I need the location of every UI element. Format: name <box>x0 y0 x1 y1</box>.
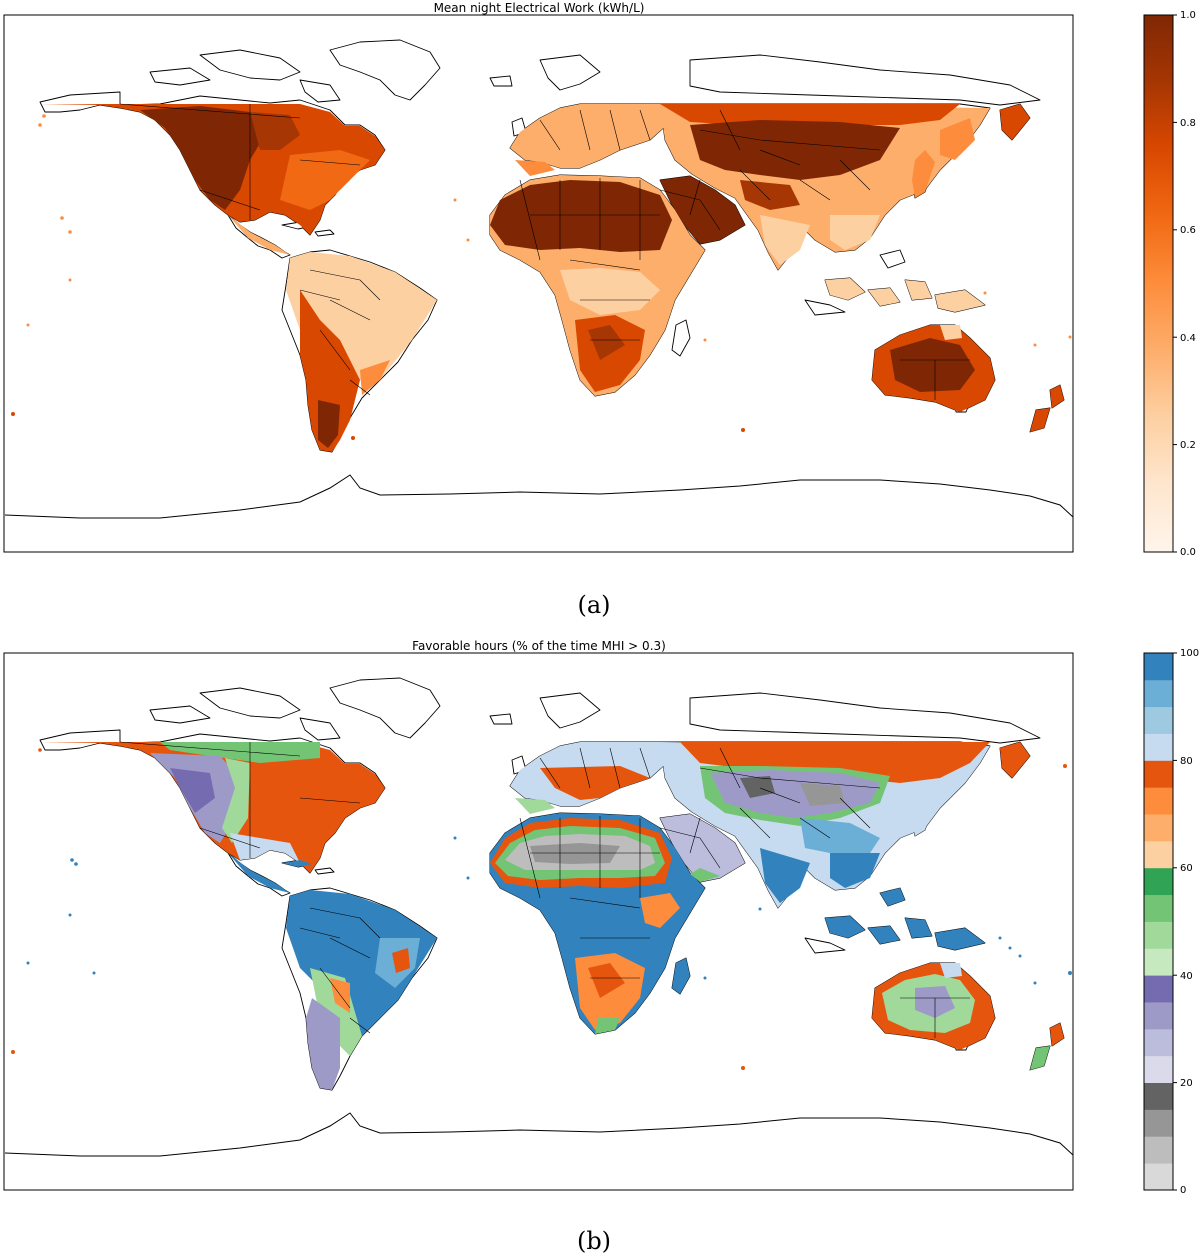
colorbar-a-ticks: 0.0 0.2 0.4 0.6 0.8 1.0 <box>1173 10 1196 558</box>
panel-b-title: Favorable hours (% of the time MHI > 0.3… <box>412 639 666 653</box>
colorbar-band <box>1144 840 1173 869</box>
colorbar-band <box>1144 1082 1173 1110</box>
colorbar-band <box>1144 814 1173 842</box>
colorbar-band <box>1144 921 1173 949</box>
colorbar-band <box>1144 653 1173 681</box>
colorbar-band <box>1144 760 1173 788</box>
panel-a: Mean night Electrical Work (kWh/L) <box>3 1 1196 619</box>
colorbar-b-ticks: 0 20 40 60 80 100 <box>1173 648 1199 1196</box>
colorbar-b-tick: 0 <box>1180 1185 1186 1196</box>
colorbar-a-tick: 0.0 <box>1180 547 1196 558</box>
colorbar-a-tick: 0.8 <box>1180 118 1196 129</box>
colorbar-b-tick: 80 <box>1180 756 1193 767</box>
colorbar-b-tick: 60 <box>1180 863 1193 874</box>
panel-b-map <box>3 652 1074 1191</box>
colorbar-a-tick: 0.4 <box>1180 333 1196 344</box>
panel-a-colorbar: 0.0 0.2 0.4 0.6 0.8 1.0 <box>1143 10 1196 558</box>
colorbar-band <box>1144 1002 1173 1030</box>
colorbar-band <box>1144 1028 1173 1057</box>
colorbar-band <box>1144 1109 1173 1137</box>
colorbar-band <box>1144 787 1173 815</box>
colorbar-band <box>1144 975 1173 1003</box>
panel-b: Favorable hours (% of the time MHI > 0.3… <box>3 639 1199 1255</box>
country-borders <box>119 103 970 400</box>
colorbar-a-tick: 0.2 <box>1180 440 1196 451</box>
island-dots-dark <box>11 412 745 440</box>
island-dots <box>26 114 1072 347</box>
colorbar-band <box>1144 706 1173 734</box>
colorbar-b-tick: 20 <box>1180 1078 1193 1089</box>
colorbar-band <box>1144 1055 1173 1083</box>
colorbar-b-tick: 40 <box>1180 971 1193 982</box>
colorbar-band <box>1144 1163 1173 1191</box>
panel-b-caption: (b) <box>577 1227 611 1255</box>
panel-a-caption: (a) <box>577 591 610 619</box>
panel-b-colorbar: 0 20 40 60 80 100 <box>1143 648 1199 1196</box>
panel-a-title: Mean night Electrical Work (kWh/L) <box>434 1 645 15</box>
colorbar-a-tick: 0.6 <box>1180 225 1196 236</box>
colorbar-gradient <box>1143 14 1174 553</box>
colorbar-band <box>1144 1136 1173 1164</box>
colorbar-band <box>1144 867 1173 896</box>
country-borders <box>119 741 970 1038</box>
colorbar-band <box>1144 948 1173 976</box>
colorbar-bands <box>1144 653 1173 1191</box>
colorbar-b-tick: 100 <box>1180 648 1199 659</box>
colorbar-frame <box>1143 652 1174 1191</box>
colorbar-band <box>1144 733 1173 761</box>
island-dots <box>26 836 1072 985</box>
panel-a-map <box>3 14 1074 553</box>
favorable-hours-fill <box>40 742 1064 1090</box>
colorbar-a-tick: 1.0 <box>1180 10 1196 21</box>
colorbar-band <box>1144 679 1173 708</box>
island-dots-orange <box>11 748 1067 1070</box>
colorbar-band <box>1144 894 1173 922</box>
